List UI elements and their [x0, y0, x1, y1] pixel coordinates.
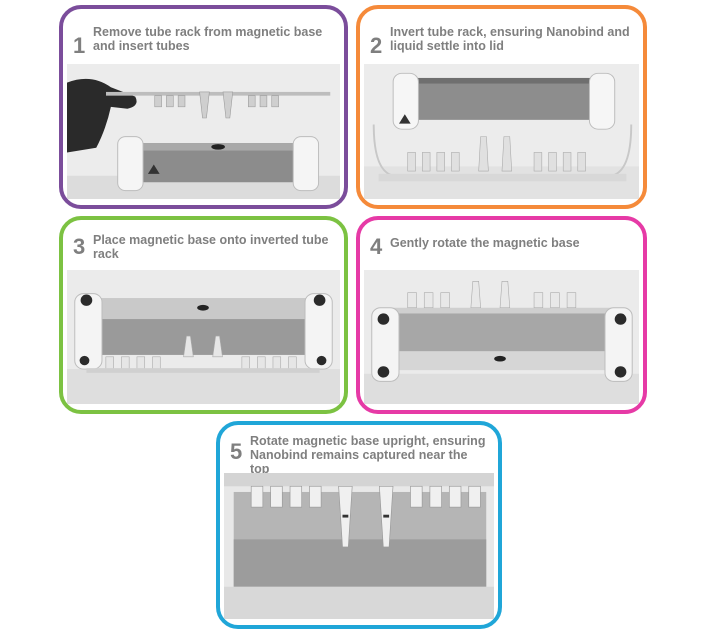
step-1-header: 1 Remove tube rack from magnetic base an…: [63, 9, 344, 59]
step-3-header: 3 Place magnetic base onto inverted tube…: [63, 220, 344, 270]
step-3-illustration: [67, 270, 340, 404]
step-5-photo: [224, 473, 494, 619]
step-2-number: 2: [370, 33, 383, 58]
step-2-panel: 2 Invert tube rack, ensuring Nanobind an…: [356, 5, 647, 209]
step-5-illustration: [224, 473, 494, 619]
step-5-number: 5: [230, 439, 243, 464]
step-4-number: 4: [370, 234, 383, 259]
step-5-caption: Rotate magnetic base upright, ensuring N…: [250, 434, 486, 476]
step-5-header: 5 Rotate magnetic base upright, ensuring…: [220, 425, 498, 476]
step-4-panel: 4 Gently rotate the magnetic base: [356, 216, 647, 414]
step-1-panel: 1 Remove tube rack from magnetic base an…: [59, 5, 348, 209]
step-3-caption: Place magnetic base onto inverted tube r…: [93, 233, 329, 261]
step-1-photo: [67, 64, 340, 199]
step-2-header: 2 Invert tube rack, ensuring Nanobind an…: [360, 9, 643, 59]
step-4-header: 4 Gently rotate the magnetic base: [360, 220, 643, 270]
step-4-illustration: [364, 270, 639, 404]
step-5-panel: 5 Rotate magnetic base upright, ensuring…: [216, 421, 502, 629]
step-2-illustration: [364, 64, 639, 199]
step-1-caption: Remove tube rack from magnetic base and …: [93, 25, 323, 53]
step-4-caption: Gently rotate the magnetic base: [390, 236, 580, 250]
step-3-photo: [67, 270, 340, 404]
step-2-caption: Invert tube rack, ensuring Nanobind and …: [390, 25, 630, 53]
step-3-number: 3: [73, 234, 86, 259]
step-4-photo: [364, 270, 639, 404]
step-3-panel: 3 Place magnetic base onto inverted tube…: [59, 216, 348, 414]
step-1-illustration: [67, 64, 340, 199]
step-2-photo: [364, 64, 639, 199]
step-1-number: 1: [73, 33, 86, 58]
